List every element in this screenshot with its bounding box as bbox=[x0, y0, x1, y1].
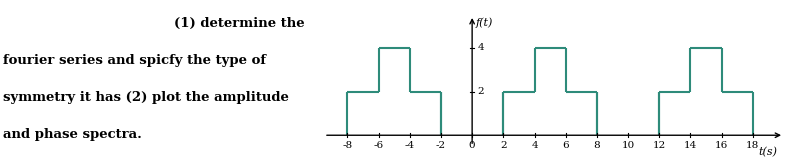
Text: 12: 12 bbox=[653, 141, 666, 150]
Text: symmetry it has (2) plot the amplitude: symmetry it has (2) plot the amplitude bbox=[3, 91, 289, 104]
Text: and phase spectra.: and phase spectra. bbox=[3, 128, 142, 141]
Text: 16: 16 bbox=[715, 141, 728, 150]
Text: 10: 10 bbox=[622, 141, 634, 150]
Text: -2: -2 bbox=[436, 141, 446, 150]
Text: 18: 18 bbox=[746, 141, 759, 150]
Text: f(t): f(t) bbox=[476, 17, 494, 28]
Text: 2: 2 bbox=[500, 141, 506, 150]
Text: 2: 2 bbox=[478, 87, 484, 96]
Text: 14: 14 bbox=[684, 141, 697, 150]
Text: -6: -6 bbox=[374, 141, 384, 150]
Text: 6: 6 bbox=[562, 141, 569, 150]
Text: 0: 0 bbox=[469, 141, 475, 150]
Text: -8: -8 bbox=[342, 141, 353, 150]
Text: fourier series and spicfy the type of: fourier series and spicfy the type of bbox=[3, 54, 266, 67]
Text: 8: 8 bbox=[594, 141, 600, 150]
Text: (1) determine the: (1) determine the bbox=[174, 17, 305, 30]
Text: -4: -4 bbox=[405, 141, 415, 150]
Text: 4: 4 bbox=[531, 141, 538, 150]
Text: t(s): t(s) bbox=[758, 147, 778, 158]
Text: 4: 4 bbox=[478, 43, 484, 52]
